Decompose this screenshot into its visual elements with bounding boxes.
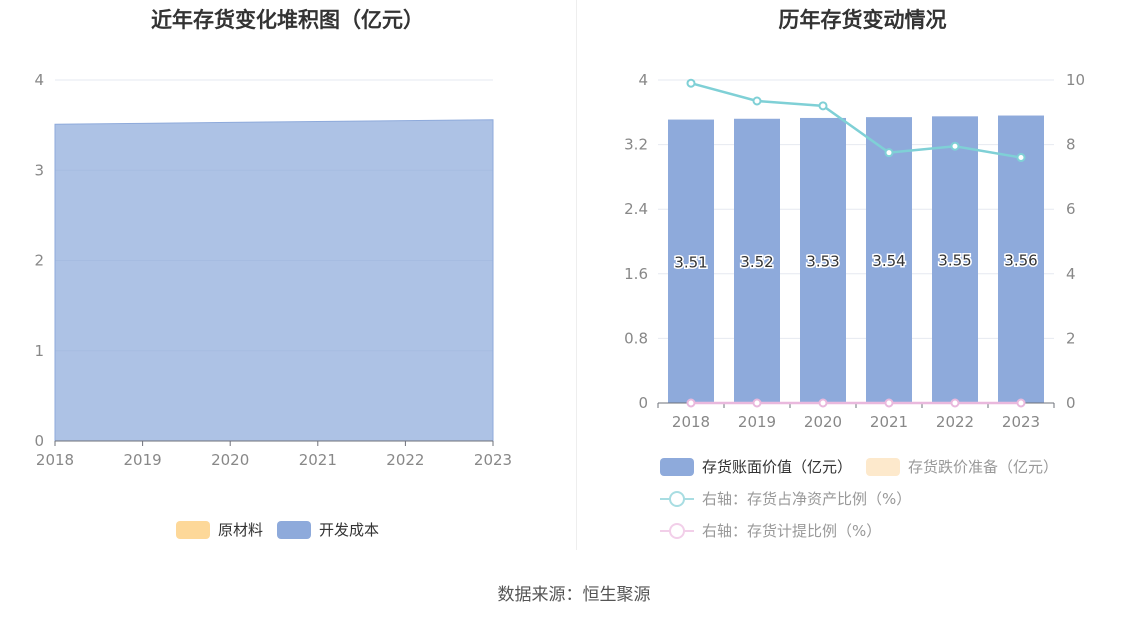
y-right-tick-label: 4: [1066, 265, 1076, 283]
y-right-tick-label: 8: [1066, 136, 1076, 154]
y-left-tick-label: 4: [638, 71, 648, 89]
legend-label: 右轴：存货计提比例（%）: [702, 520, 881, 541]
line-point-net-asset-ratio: [1018, 154, 1025, 161]
line-point-net-asset-ratio: [886, 149, 893, 156]
line-point-provision-ratio: [820, 400, 827, 407]
x-tick-label: 2020: [211, 451, 249, 469]
bar-data-label: 3.53: [806, 252, 839, 270]
legend-item-provision-ratio[interactable]: 右轴：存货计提比例（%）: [660, 520, 881, 541]
area-series-development-cost: [55, 120, 493, 441]
y-right-tick-label: 10: [1066, 71, 1085, 89]
bar-data-label: 3.54: [872, 252, 905, 270]
line-point-provision-ratio: [952, 400, 959, 407]
legend-label: 开发成本: [319, 519, 379, 540]
y-left-tick-label: 2.4: [624, 200, 648, 218]
y-right-tick-label: 2: [1066, 329, 1076, 347]
left-legend: 原材料 开发成本: [176, 519, 393, 540]
bar-data-label: 3.52: [740, 253, 773, 271]
legend-item-raw-materials[interactable]: 原材料: [176, 519, 263, 540]
y-left-tick-label: 0.8: [624, 329, 648, 347]
line-point-net-asset-ratio: [820, 102, 827, 109]
y-left-tick-label: 1.6: [624, 265, 648, 283]
line-point-provision-ratio: [688, 400, 695, 407]
x-tick-label: 2021: [870, 413, 908, 431]
x-tick-label: 2018: [36, 451, 74, 469]
x-tick-label: 2018: [672, 413, 710, 431]
y-tick-label: 2: [34, 252, 44, 270]
legend-item-development-cost[interactable]: 开发成本: [277, 519, 379, 540]
line-point-provision-ratio: [1018, 400, 1025, 407]
y-tick-label: 3: [34, 161, 44, 179]
x-tick-label: 2023: [474, 451, 512, 469]
legend-item-book-value[interactable]: 存货账面价值（亿元）: [660, 456, 852, 477]
bar-data-label: 3.51: [674, 253, 707, 271]
y-right-tick-label: 0: [1066, 394, 1076, 412]
x-tick-label: 2022: [936, 413, 974, 431]
right-legend-row-2: 右轴：存货占净资产比例（%）: [660, 488, 925, 509]
x-tick-label: 2019: [738, 413, 776, 431]
y-tick-label: 1: [34, 342, 44, 360]
line-point-net-asset-ratio: [952, 143, 959, 150]
legend-swatch-raw-materials: [176, 521, 210, 539]
x-tick-label: 2022: [386, 451, 424, 469]
y-left-tick-label: 0: [638, 394, 648, 412]
bar-data-label: 3.56: [1004, 251, 1037, 269]
line-point-provision-ratio: [754, 400, 761, 407]
legend-label: 存货账面价值（亿元）: [702, 456, 852, 477]
right-legend-row-1: 存货账面价值（亿元） 存货跌价准备（亿元）: [660, 456, 1072, 477]
legend-swatch-book-value: [660, 458, 694, 476]
x-tick-label: 2019: [124, 451, 162, 469]
legend-swatch-line-pink: [660, 522, 694, 540]
data-source: 数据来源：恒生聚源: [0, 580, 1148, 605]
line-point-net-asset-ratio: [688, 80, 695, 87]
y-right-tick-label: 6: [1066, 200, 1076, 218]
right-legend-row-3: 右轴：存货计提比例（%）: [660, 520, 895, 541]
bar-data-label: 3.55: [938, 252, 971, 270]
legend-label: 原材料: [218, 519, 263, 540]
x-tick-label: 2023: [1002, 413, 1040, 431]
x-tick-label: 2021: [299, 451, 337, 469]
legend-swatch-impairment: [866, 458, 900, 476]
y-tick-label: 0: [34, 432, 44, 450]
line-point-net-asset-ratio: [754, 97, 761, 104]
legend-swatch-development-cost: [277, 521, 311, 539]
legend-item-inventory-net-asset-ratio[interactable]: 右轴：存货占净资产比例（%）: [660, 488, 911, 509]
y-left-tick-label: 3.2: [624, 136, 648, 154]
line-point-provision-ratio: [886, 400, 893, 407]
y-tick-label: 4: [34, 71, 44, 89]
x-tick-label: 2020: [804, 413, 842, 431]
legend-label: 右轴：存货占净资产比例（%）: [702, 488, 911, 509]
legend-swatch-line-teal: [660, 490, 694, 508]
legend-label: 存货跌价准备（亿元）: [908, 456, 1058, 477]
legend-item-impairment[interactable]: 存货跌价准备（亿元）: [866, 456, 1058, 477]
